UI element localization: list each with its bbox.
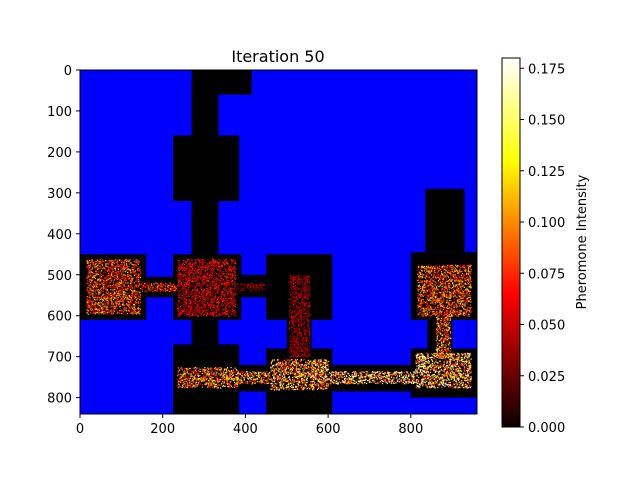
y-tick-label: 700: [47, 351, 72, 366]
x-tick-label: 800: [398, 422, 423, 437]
open-cell-region: [191, 319, 219, 345]
colorbar-tick-label: 0.025: [528, 370, 565, 385]
y-tick-label: 0: [64, 64, 72, 79]
x-tick-label: 400: [233, 422, 258, 437]
x-tick-label: 200: [150, 422, 175, 437]
plot-frame: [79, 69, 478, 415]
x-tick-label: 0: [76, 422, 84, 437]
colorbar-tick-label: 0.000: [528, 421, 565, 436]
x-axis: 0 200 400 600 800: [76, 414, 423, 437]
open-cell-region: [239, 364, 267, 392]
colorbar-label: Pheromone Intensity: [575, 174, 590, 309]
pheromone-trail-region: [417, 264, 472, 317]
pheromone-trail-region: [435, 315, 452, 358]
heatmap-layer: [80, 70, 477, 414]
y-tick-label: 300: [47, 187, 72, 202]
colorbar-tick-label: 0.050: [528, 319, 565, 334]
y-tick-label: 400: [47, 228, 72, 243]
colorbar: 0.000 0.025 0.050 0.075 0.100 0.125 0.150 0.175…: [501, 57, 590, 436]
pheromone-trail-region: [328, 371, 417, 385]
colorbar-tick-label: 0.175: [528, 62, 565, 77]
chart-title: Iteration 50: [231, 47, 324, 66]
pheromone-trail-region: [237, 371, 271, 385]
y-tick-label: 600: [47, 310, 72, 325]
open-cell-region: [218, 70, 252, 95]
open-cell-region: [173, 135, 240, 202]
colorbar-tick-label: 0.075: [528, 267, 565, 282]
pheromone-trail-region: [235, 283, 265, 292]
y-tick-label: 200: [47, 146, 72, 161]
pheromone-trail-region: [177, 258, 237, 317]
colorbar-tick-label: 0.150: [528, 114, 565, 129]
pheromone-trail-region: [177, 366, 239, 389]
heatmap-plot-area: [79, 69, 478, 415]
x-tick-label: 600: [316, 422, 341, 437]
y-tick-label: 800: [47, 392, 72, 407]
y-axis: 0 100 200 300 400 500 600 700 800: [47, 64, 80, 407]
y-tick-label: 500: [47, 269, 72, 284]
y-tick-label: 100: [47, 105, 72, 120]
pheromone-trail-region: [288, 274, 311, 358]
colorbar-tick-label: 0.100: [528, 216, 565, 231]
colorbar-tick-label: 0.125: [528, 165, 565, 180]
colorbar-ticks: 0.000 0.025 0.050 0.075 0.100 0.125 0.150 0.175: [520, 62, 565, 436]
pheromone-trail-region: [140, 282, 177, 293]
pheromone-trail-region: [86, 259, 142, 315]
pheromone-trail-region: [270, 358, 330, 391]
open-cell-region: [425, 188, 465, 253]
colorbar-gradient: [501, 57, 521, 428]
pheromone-trail-region: [415, 352, 472, 389]
